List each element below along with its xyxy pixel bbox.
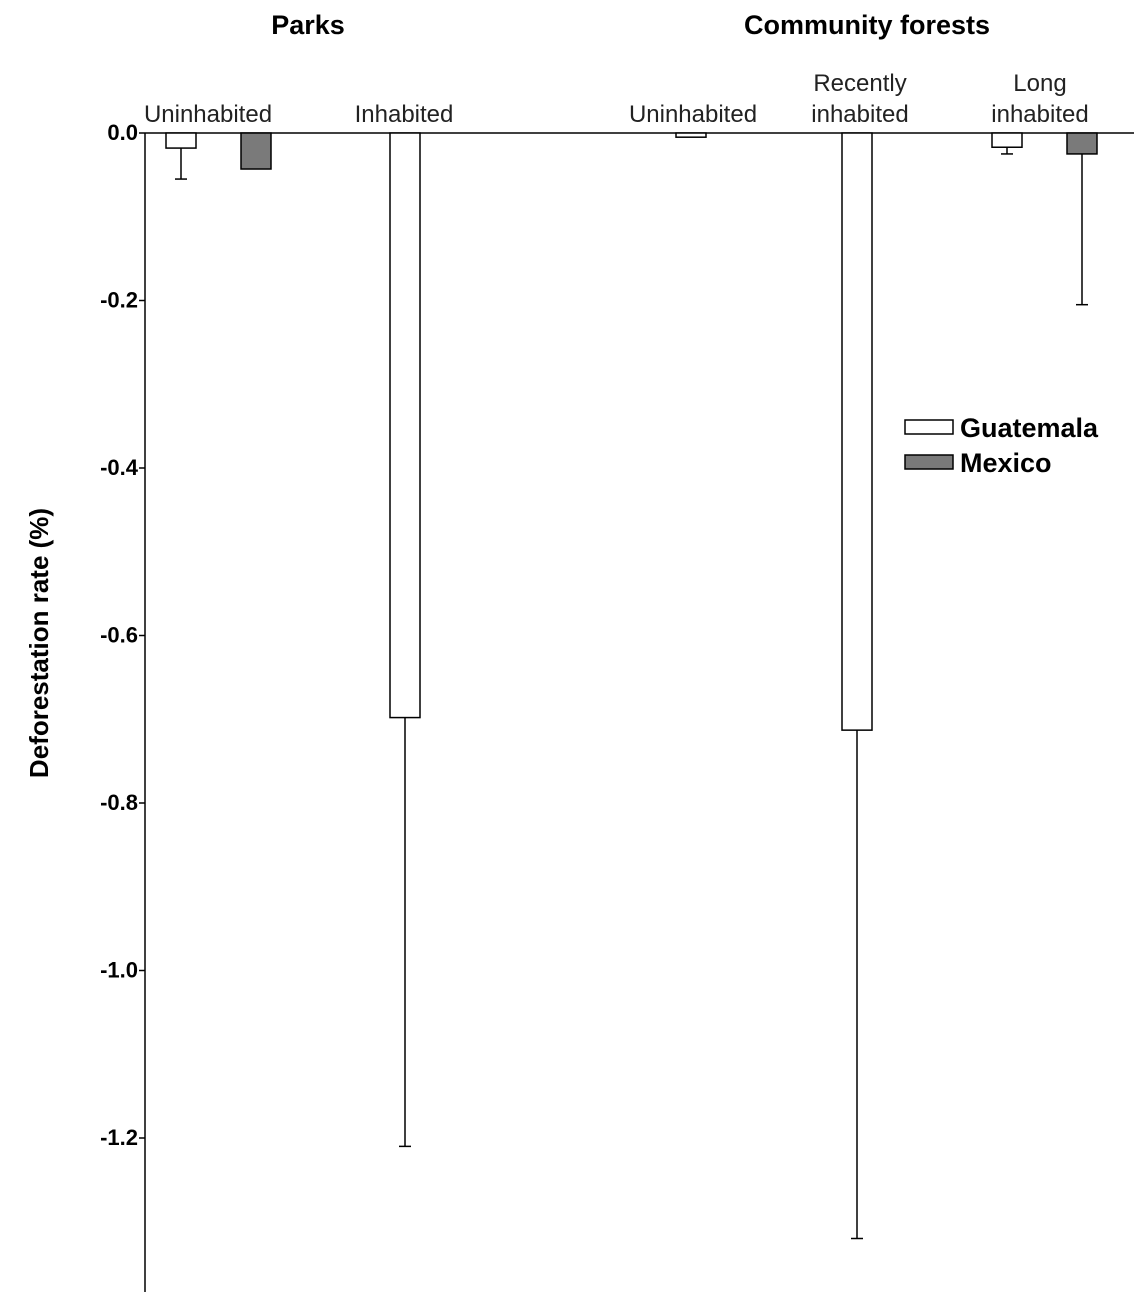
group-titles: Parks Community forests [271, 10, 990, 40]
legend-swatch [904, 419, 954, 435]
legend: Guatemala Mexico [904, 413, 1099, 478]
y-tick-label: 0.0 [107, 120, 138, 145]
y-tick-label: -0.8 [100, 790, 138, 815]
axes: 0.0 -0.2 -0.4 -0.6 -0.8 -1.0 -1.2 Deforestation… [24, 120, 1134, 1292]
category-label: Uninhabited [629, 101, 757, 128]
y-tick-label: -0.6 [100, 623, 138, 648]
group-title: Parks [271, 10, 345, 40]
y-tick-label: -0.2 [100, 288, 138, 313]
bar [1066, 132, 1098, 155]
category-label: Inhabited [355, 101, 454, 128]
category-label: Uninhabited [144, 101, 272, 128]
group-title: Community forests [744, 10, 990, 40]
bars [165, 132, 1098, 731]
bar [165, 132, 197, 149]
y-tick-label: -0.4 [100, 455, 139, 480]
category-label: Long [1013, 70, 1066, 97]
category-label: inhabited [991, 101, 1088, 128]
y-axis-label: Deforestation rate (%) [24, 508, 54, 778]
y-tick-label: -1.2 [100, 1125, 138, 1150]
bar [841, 132, 873, 731]
category-labels: Uninhabited Inhabited Uninhabited Recently i… [144, 70, 1089, 128]
bar [389, 132, 421, 719]
bar [991, 132, 1023, 148]
bar [240, 132, 272, 170]
legend-swatch [904, 454, 954, 470]
legend-label: Mexico [960, 448, 1052, 478]
category-label: Recently [813, 70, 906, 97]
bar [675, 132, 707, 138]
category-label: inhabited [811, 101, 908, 128]
y-tick-label: -1.0 [100, 958, 138, 983]
error-bars [175, 147, 1088, 1240]
legend-label: Guatemala [960, 413, 1099, 443]
